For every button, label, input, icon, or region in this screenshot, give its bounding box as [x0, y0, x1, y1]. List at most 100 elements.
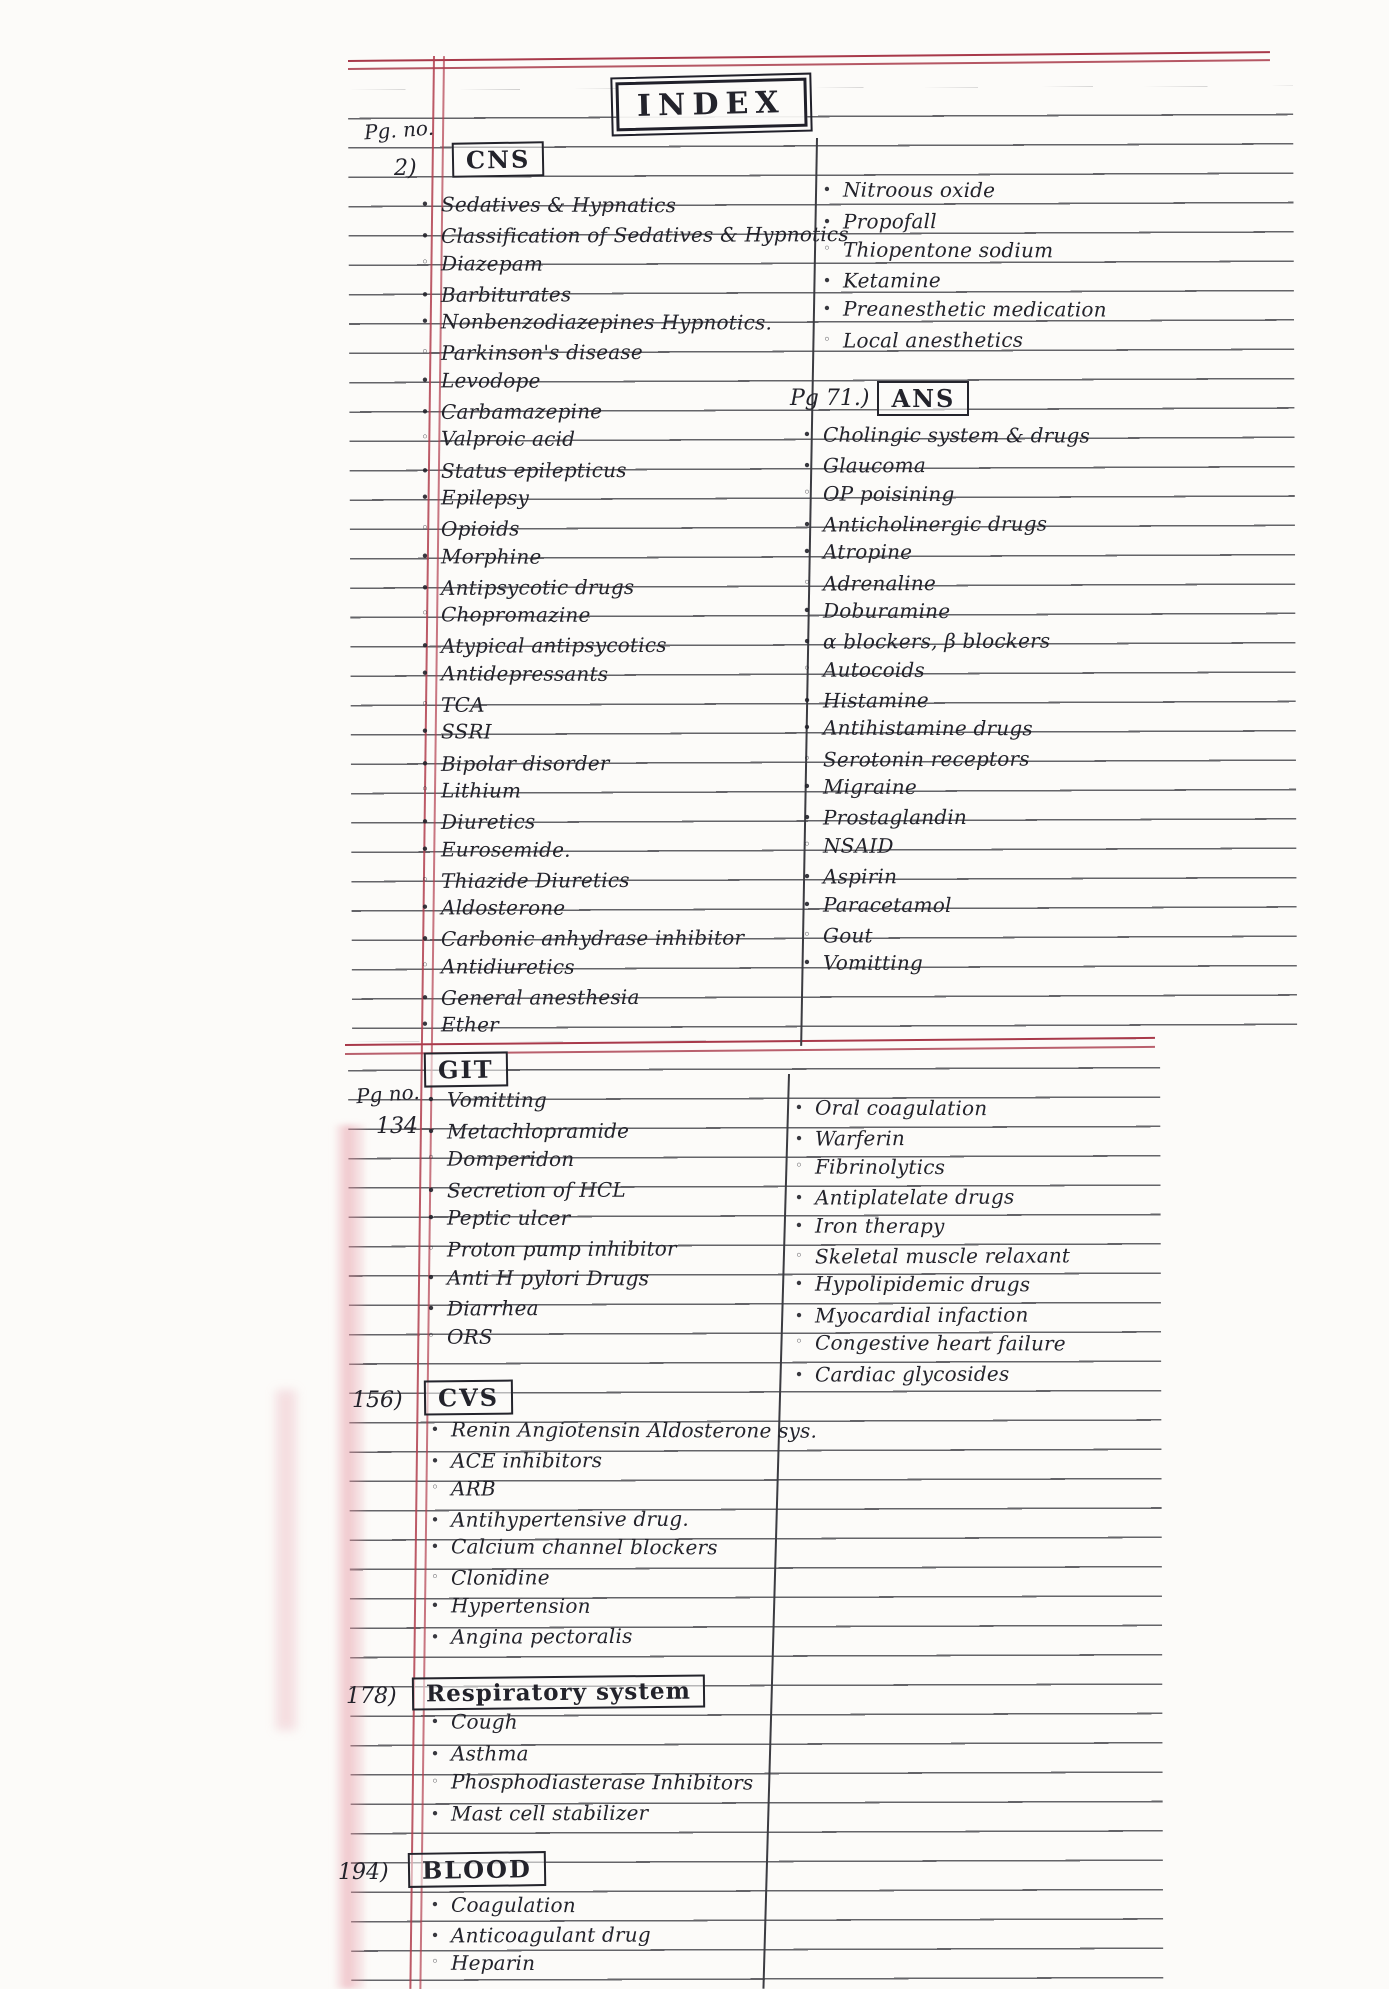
index-entry-text: Asthma	[450, 1741, 529, 1766]
cns-header-box: CNS	[451, 141, 545, 178]
index-entry: Cough	[428, 1706, 753, 1737]
index-entry: Ketamine	[820, 265, 1107, 296]
index-entry-text: Domperidon	[446, 1146, 575, 1172]
index-entry: Antidepressants	[418, 658, 849, 689]
index-entry-text: Thiazide Diuretics	[440, 867, 630, 893]
index-entry: Atypical antipsycotics	[418, 630, 849, 661]
index-entry: Domperidon	[424, 1144, 677, 1174]
index-entry-text: Metachlopramide	[446, 1118, 630, 1143]
index-entry-text: Diarrhea	[446, 1296, 539, 1321]
index-entry: SSRI	[418, 717, 849, 748]
index-entry: Vomitting	[800, 948, 1090, 978]
index-entry-text: Paracetamol	[822, 891, 952, 917]
index-entry-text: Mast cell stabilizer	[450, 1800, 649, 1826]
index-entry-text: Antidiuretics	[440, 953, 575, 979]
index-entry-text: Status epilepticus	[440, 457, 627, 483]
index-entry-text: Atypical antipsycotics	[440, 632, 667, 658]
blood-page-number: 194)	[338, 1860, 389, 1885]
cvs-header: CVS	[423, 1379, 514, 1416]
index-entry: Metachlopramide	[424, 1115, 677, 1146]
index-entry-text: Sedatives & Hypnatics	[440, 191, 677, 217]
index-entry: Migraine	[800, 772, 1090, 802]
index-entry-text: Classification of Sedatives & Hypnotics	[440, 221, 849, 248]
index-entry: Morphine	[418, 541, 849, 572]
index-entry: Glaucoma	[800, 450, 1090, 481]
index-entry-text: Histamine	[822, 687, 930, 713]
index-entry-text: Hypertension	[450, 1592, 591, 1618]
index-entry-text: Morphine	[440, 543, 542, 568]
index-entry-text: Renin Angiotensin Aldosterone sys.	[450, 1417, 818, 1443]
index-entry-text: Peptic ulcer	[446, 1205, 571, 1231]
index-entry: Eurosemide.	[418, 834, 849, 865]
index-entry-text: Diuretics	[440, 809, 536, 834]
index-entry: Adrenaline	[800, 567, 1090, 598]
index-entry-text: Fibrinolytics	[814, 1154, 946, 1179]
index-entry-text: General anesthesia	[440, 984, 640, 1010]
index-entry-text: Vomitting	[446, 1087, 548, 1112]
index-entry-text: Angina pectoralis	[450, 1623, 633, 1649]
index-entry: Cardiac glycosides	[792, 1358, 1070, 1389]
git-header-box: GIT	[423, 1051, 508, 1088]
index-entry: Hypolipidemic drugs	[792, 1269, 1070, 1299]
index-entry-text: Calcium channel blockers	[450, 1534, 718, 1560]
index-entry-text: Valproic acid	[440, 426, 576, 451]
index-entry-text: Phosphodiasterase Inhibitors	[450, 1769, 754, 1795]
index-entry-text: Levodope	[440, 367, 541, 393]
index-entry-text: Congestive heart failure	[814, 1330, 1066, 1356]
index-entry: Clonidine	[428, 1562, 817, 1593]
index-entry: Doburamine	[800, 596, 1090, 626]
index-entry-text: Vomitting	[822, 950, 924, 975]
index-entry-text: NSAID	[822, 833, 894, 858]
index-entry-text: Atropine	[822, 539, 913, 564]
anesthesia-list: Nitroous oxide Propofall Thiopentone sodiu…	[820, 175, 1107, 354]
index-entry: Autocoids	[800, 654, 1090, 684]
index-entry: Preanesthetic medication	[820, 294, 1107, 325]
index-entry-text: Parkinson's disease	[440, 340, 643, 365]
index-entry: OP poisining	[800, 478, 1090, 508]
index-entry: Barbiturates	[418, 278, 849, 309]
index-entry-text: Antihypertensive drug.	[450, 1506, 689, 1532]
index-entry-text: Warferin	[814, 1126, 906, 1151]
index-entry-text: Cardiac glycosides	[814, 1360, 1010, 1386]
index-entry: Carbonic anhydrase inhibitor	[418, 922, 849, 953]
respiratory-header: Respiratory system	[411, 1674, 706, 1711]
index-entry-text: Autocoids	[822, 656, 925, 682]
index-entry-text: ORS	[446, 1324, 493, 1349]
ans-header-box: ANS	[877, 381, 970, 416]
index-entry-text: Antiplatelate drugs	[814, 1184, 1015, 1210]
index-entry: Skeletal muscle relaxant	[792, 1240, 1070, 1271]
index-entry: Anticoagulant drug	[428, 1920, 651, 1950]
index-entry: Hypertension	[428, 1590, 817, 1621]
blood-header: BLOOD	[407, 1851, 547, 1888]
index-entry: Local anesthetics	[820, 324, 1107, 355]
index-entry: Levodope	[418, 365, 849, 396]
cvs-list: Renin Angiotensin Aldosterone sys. ACE in…	[428, 1415, 817, 1649]
index-entry: Aldosterone	[418, 892, 849, 923]
index-entry: Sedatives & Hypnatics	[418, 189, 849, 220]
index-entry: Aspirin	[800, 861, 1090, 892]
index-entry: Mast cell stabilizer	[428, 1797, 753, 1828]
index-entry-text: Hypolipidemic drugs	[814, 1271, 1031, 1297]
ans-list: Cholingic system & drugs GlaucomaOP poisi…	[800, 420, 1090, 978]
index-entry: Parkinson's disease	[418, 337, 849, 368]
index-entry: Angina pectoralis	[428, 1620, 817, 1651]
index-entry-text: SSRI	[440, 719, 492, 744]
index-entry-text: Carbamazepine	[440, 398, 603, 424]
index-entry-text: Local anesthetics	[842, 327, 1024, 353]
index-entry: Histamine	[800, 684, 1090, 715]
index-entry-text: Bipolar disorder	[440, 750, 610, 776]
page-title: INDEX	[610, 72, 813, 137]
cns-list: Sedatives & Hypnatics Classification of S…	[418, 190, 849, 1040]
index-entry: ORS	[424, 1321, 677, 1351]
index-entry: Asthma	[428, 1737, 753, 1768]
index-entry: Ether	[418, 1010, 849, 1041]
index-entry: Valproic acid	[418, 424, 849, 455]
index-entry-text: OP poisining	[822, 480, 955, 506]
index-entry-text: Ketamine	[842, 268, 941, 293]
index-entry: Nonbenzodiazepines Hypnotics.	[418, 306, 849, 337]
index-entry-text: Serotonin receptors	[822, 746, 1030, 771]
index-entry: Anti H pylori Drugs	[424, 1262, 677, 1292]
index-entry: NSAID	[800, 830, 1090, 860]
ans-page-number: Pg 71.)	[790, 386, 870, 411]
